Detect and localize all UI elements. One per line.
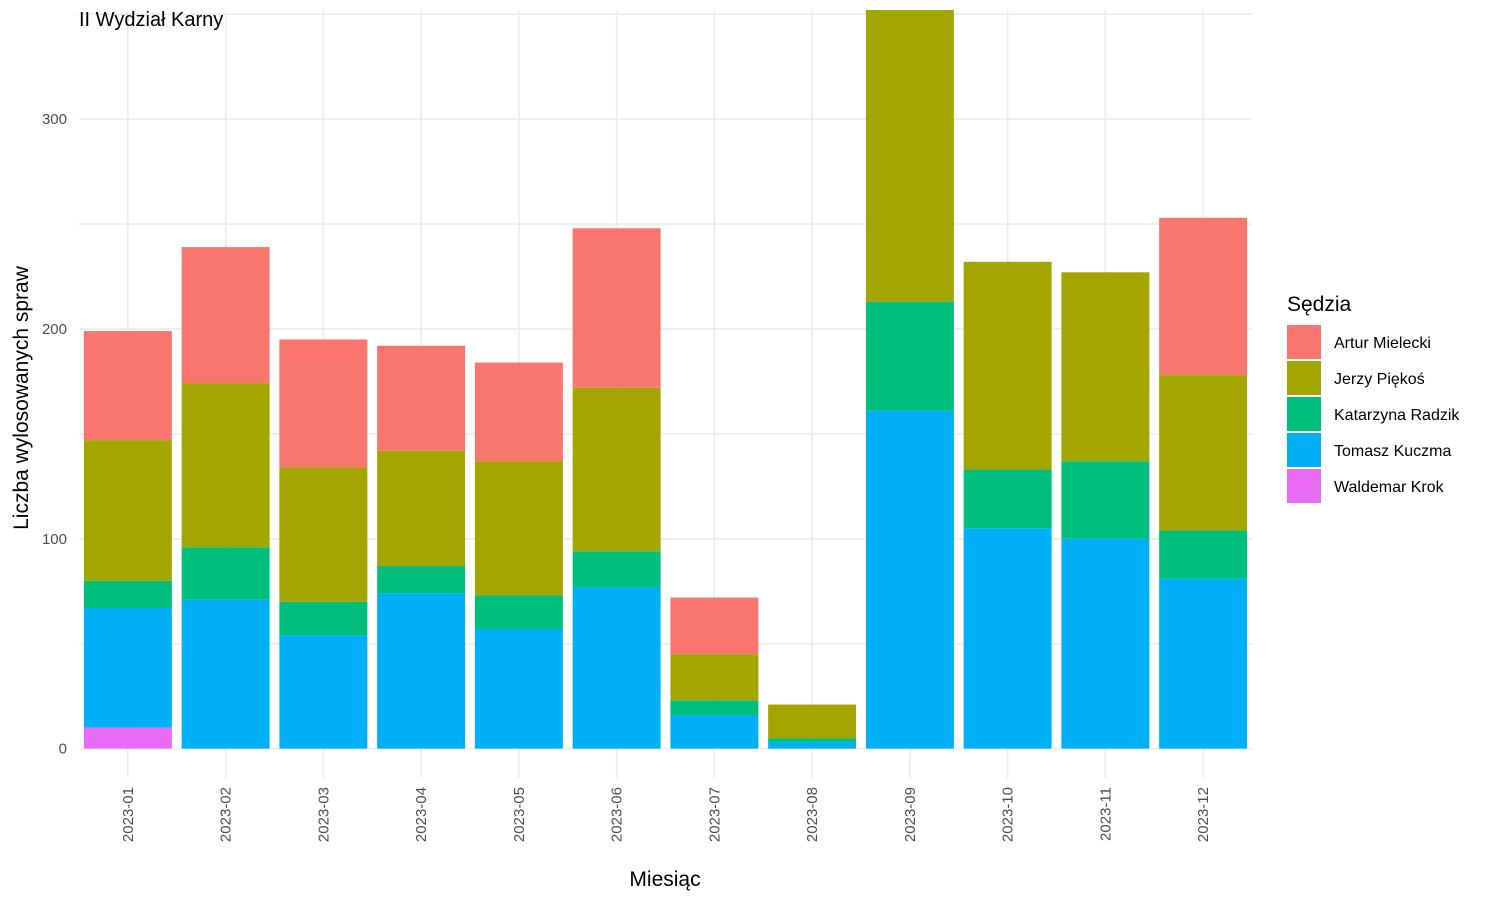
bar-segment xyxy=(83,440,172,581)
bar-segment xyxy=(670,700,759,716)
chart-title: II Wydział Karny xyxy=(79,9,223,31)
bar-segment xyxy=(963,528,1052,749)
bar-segment xyxy=(670,654,759,701)
legend: Sędzia Artur Mielecki Jerzy Piękoś Katarzy… xyxy=(1287,293,1460,503)
legend-label: Tomasz Kuczma xyxy=(1334,443,1451,460)
bar-segment xyxy=(377,566,466,594)
x-tick-label: 2023-11 xyxy=(1097,787,1114,841)
legend-label: Artur Mielecki xyxy=(1334,335,1431,352)
bar-segment xyxy=(474,595,563,630)
bar-segment xyxy=(181,247,270,384)
bar-segment xyxy=(1159,217,1248,376)
legend-title: Sędzia xyxy=(1287,293,1352,316)
bar-segment xyxy=(768,738,857,743)
bar-segment xyxy=(83,608,172,728)
bar-segment xyxy=(83,580,172,609)
bar-segment xyxy=(572,228,661,388)
bar-segment xyxy=(181,547,270,600)
bar-segment xyxy=(279,601,368,636)
legend-swatch xyxy=(1287,361,1321,395)
bar-segment xyxy=(83,331,172,441)
x-tick-label: 2023-09 xyxy=(902,787,919,842)
bar-segment xyxy=(279,635,368,749)
bar-segment xyxy=(279,339,368,468)
x-tick-label: 2023-08 xyxy=(804,787,821,842)
legend-swatch xyxy=(1287,397,1321,431)
legend-swatch xyxy=(1287,469,1321,503)
x-axis-title: Miesiąc xyxy=(629,868,700,891)
legend-label: Katarzyna Radzik xyxy=(1334,407,1460,424)
bar-segment xyxy=(670,597,759,655)
bar-segment xyxy=(1159,530,1248,579)
bar-segment xyxy=(181,383,270,548)
bar-segment xyxy=(963,469,1052,529)
x-tick-label: 2023-12 xyxy=(1195,787,1212,842)
y-axis-ticks: 0 100 200 300 xyxy=(42,111,67,758)
bar-segment xyxy=(572,587,661,749)
legend-swatch xyxy=(1287,433,1321,467)
x-axis-ticks: 2023-01 2023-02 2023-03 2023-04 2023-05 2023-… xyxy=(120,787,1212,842)
y-tick-label: 200 xyxy=(42,321,67,338)
bar-segment xyxy=(1159,578,1248,749)
bar-segment xyxy=(279,467,368,602)
bar-segment xyxy=(1159,375,1248,531)
bar-segment xyxy=(572,551,661,588)
bar-segment xyxy=(1061,538,1150,749)
bar-segment xyxy=(865,301,954,411)
bar-segment xyxy=(963,261,1052,470)
legend-label: Jerzy Piękoś xyxy=(1334,371,1425,388)
bar-segment xyxy=(768,742,857,749)
x-tick-label: 2023-02 xyxy=(218,787,235,842)
bar-segment xyxy=(865,10,954,302)
y-axis-title: Liczba wylosowanych spraw xyxy=(10,265,33,530)
bar-segment xyxy=(377,345,466,451)
x-tick-label: 2023-03 xyxy=(315,787,332,842)
x-tick-label: 2023-04 xyxy=(413,787,430,842)
y-tick-label: 300 xyxy=(42,111,67,128)
x-tick-label: 2023-05 xyxy=(511,787,528,842)
bar-segment xyxy=(670,715,759,749)
bar-segment xyxy=(474,629,563,749)
x-tick-label: 2023-01 xyxy=(120,787,137,842)
bar-segment xyxy=(1061,272,1150,462)
bar-segment xyxy=(181,599,270,749)
bars-layer xyxy=(83,10,1248,749)
legend-swatch xyxy=(1287,325,1321,359)
y-tick-label: 100 xyxy=(42,531,67,548)
x-tick-label: 2023-06 xyxy=(609,787,626,842)
bar-segment xyxy=(377,450,466,567)
y-tick-label: 0 xyxy=(59,741,67,758)
x-tick-label: 2023-07 xyxy=(706,787,723,842)
bar-segment xyxy=(83,727,172,749)
bar-segment xyxy=(377,593,466,749)
bar-segment xyxy=(572,387,661,552)
bar-segment xyxy=(1061,461,1150,539)
legend-label: Waldemar Krok xyxy=(1334,479,1445,496)
bar-segment xyxy=(768,704,857,739)
x-tick-label: 2023-10 xyxy=(1000,787,1017,842)
bar-segment xyxy=(865,410,954,749)
bar-segment xyxy=(474,362,563,462)
bar-segment xyxy=(474,461,563,596)
